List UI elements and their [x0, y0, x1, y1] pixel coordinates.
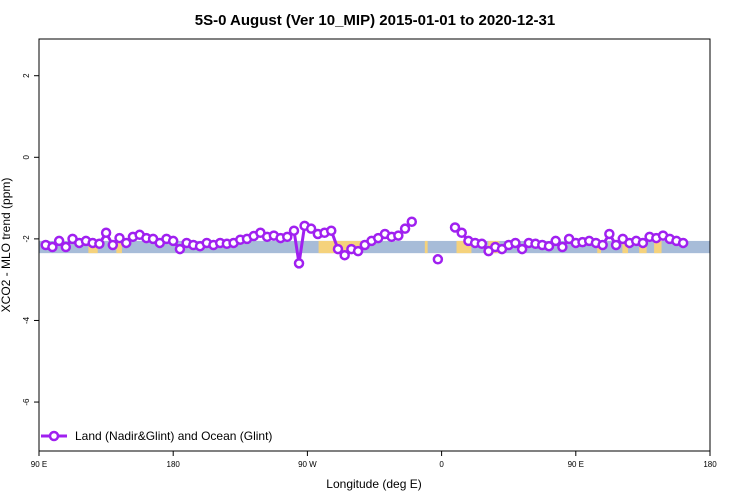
data-point — [100, 227, 112, 239]
data-point — [120, 237, 132, 249]
plot-area-frame — [38, 38, 711, 452]
data-point — [114, 232, 125, 244]
data-point — [282, 231, 293, 243]
data-point — [288, 225, 300, 236]
land-segment — [116, 240, 122, 254]
data-point — [53, 235, 65, 247]
data-point — [399, 223, 411, 234]
data-point — [339, 249, 350, 261]
data-point — [476, 238, 488, 250]
data-point — [432, 254, 444, 265]
data-point — [332, 243, 344, 255]
data-point — [167, 235, 179, 247]
y-tick-label: 2 — [22, 73, 31, 78]
data-point — [510, 237, 521, 249]
land-segment — [654, 240, 662, 254]
land-segment — [424, 240, 428, 254]
y-tick-label: -4 — [22, 316, 31, 324]
data-point — [637, 237, 649, 249]
data-point — [543, 240, 555, 252]
chart-title: 5S-0 August (Ver 10_MIP) 2015-01-01 to 2… — [195, 12, 555, 29]
data-point — [94, 238, 105, 250]
y-tick-label: 0 — [22, 155, 31, 160]
x-tick-label: 0 — [439, 460, 444, 469]
legend-label: Land (Nadir&Glint) and Ocean (Glint) — [75, 429, 272, 443]
x-axis-label: Longitude (deg E) — [326, 477, 421, 491]
legend: Land (Nadir&Glint) and Ocean (Glint) — [41, 429, 272, 443]
x-tick-label: 90 E — [568, 460, 584, 469]
data-point — [516, 243, 528, 255]
y-tick-label: -2 — [22, 235, 31, 243]
data-point — [352, 245, 364, 257]
legend-marker-swatch — [48, 430, 60, 442]
x-tick-label: 180 — [703, 460, 717, 469]
data-point — [47, 241, 58, 253]
data-point — [604, 228, 615, 240]
data-point — [305, 223, 317, 234]
y-tick-label: -6 — [22, 398, 31, 406]
land-segment — [622, 240, 628, 254]
data-point — [550, 235, 561, 247]
data-point — [174, 243, 186, 255]
x-tick-label: 90 W — [298, 460, 317, 469]
data-point — [610, 239, 622, 251]
data-point — [406, 216, 418, 227]
data-point — [677, 237, 689, 249]
data-point — [449, 222, 461, 233]
x-tick-label: 180 — [167, 460, 181, 469]
y-axis-label: XCO2 - MLO trend (ppm) — [0, 178, 13, 313]
data-point — [597, 239, 608, 251]
data-point — [293, 258, 305, 269]
data-point — [393, 230, 404, 241]
data-point — [326, 225, 337, 236]
x-tick-label: 90 E — [31, 460, 47, 469]
data-point — [557, 241, 568, 253]
data-point — [60, 241, 72, 253]
data-point — [107, 239, 119, 251]
data-point — [456, 227, 467, 239]
